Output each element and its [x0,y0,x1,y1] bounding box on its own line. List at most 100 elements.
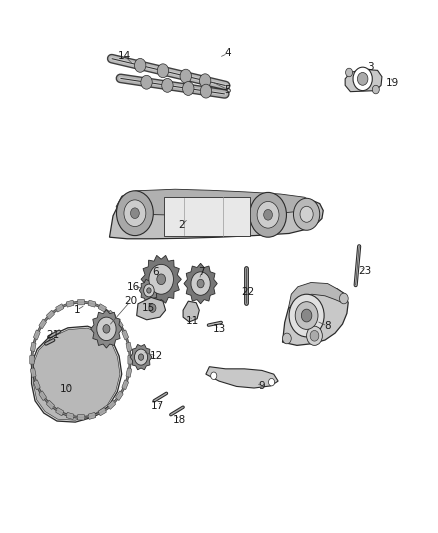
Circle shape [283,333,291,344]
Circle shape [310,330,319,341]
Circle shape [183,82,194,95]
FancyBboxPatch shape [39,319,46,329]
Circle shape [97,317,116,341]
Circle shape [141,75,152,89]
Circle shape [162,78,173,92]
Circle shape [199,74,211,87]
Circle shape [134,59,146,72]
FancyBboxPatch shape [122,330,129,340]
Text: 5: 5 [224,85,231,94]
FancyBboxPatch shape [46,400,54,409]
Polygon shape [283,287,348,345]
Circle shape [197,279,204,288]
Polygon shape [288,282,345,309]
Text: 2: 2 [178,220,185,230]
Polygon shape [345,69,382,92]
Circle shape [339,293,348,304]
Polygon shape [183,301,199,322]
Polygon shape [139,279,159,302]
FancyBboxPatch shape [99,408,106,416]
Circle shape [293,198,320,230]
Polygon shape [32,326,122,422]
FancyBboxPatch shape [88,413,96,419]
Circle shape [200,84,212,98]
Polygon shape [137,297,166,320]
FancyBboxPatch shape [66,413,74,419]
Text: 8: 8 [324,321,331,331]
Text: 13: 13 [212,325,226,334]
Text: 16: 16 [127,282,140,292]
Circle shape [289,294,324,337]
Text: 1: 1 [73,305,80,315]
FancyBboxPatch shape [33,380,40,390]
Text: 9: 9 [258,382,265,391]
Circle shape [211,372,217,379]
Circle shape [191,272,210,295]
Text: 6: 6 [152,267,159,277]
FancyBboxPatch shape [46,310,54,319]
Circle shape [300,206,313,222]
FancyBboxPatch shape [56,304,64,312]
Text: 17: 17 [151,401,164,411]
Circle shape [372,85,379,94]
Circle shape [134,349,148,365]
Text: 23: 23 [358,266,371,276]
Polygon shape [184,263,217,304]
FancyBboxPatch shape [99,304,106,312]
FancyBboxPatch shape [30,356,34,364]
FancyBboxPatch shape [30,368,36,377]
Circle shape [157,274,166,285]
FancyBboxPatch shape [30,342,36,352]
Text: 3: 3 [367,62,374,71]
FancyBboxPatch shape [88,300,96,307]
Text: 10: 10 [60,384,73,394]
Circle shape [268,378,275,386]
Circle shape [147,288,151,293]
Text: 19: 19 [385,78,399,87]
Circle shape [264,209,272,220]
Circle shape [103,325,110,333]
Bar [164,197,250,236]
Circle shape [357,72,368,85]
Polygon shape [141,255,181,303]
Text: 11: 11 [186,316,199,326]
FancyBboxPatch shape [78,415,85,420]
Text: 14: 14 [118,51,131,61]
FancyBboxPatch shape [33,330,40,340]
Text: 15: 15 [141,303,155,313]
FancyBboxPatch shape [39,391,46,400]
Polygon shape [206,367,278,388]
FancyBboxPatch shape [108,310,116,319]
Circle shape [138,354,144,360]
Circle shape [149,304,156,312]
Text: 7: 7 [198,267,205,277]
FancyBboxPatch shape [126,368,132,377]
FancyBboxPatch shape [108,400,116,409]
Text: 20: 20 [124,296,137,306]
FancyBboxPatch shape [122,380,129,390]
FancyBboxPatch shape [66,300,74,307]
Polygon shape [116,189,315,215]
Circle shape [295,302,318,329]
Polygon shape [130,344,152,370]
Circle shape [117,191,153,236]
Circle shape [250,192,286,237]
FancyBboxPatch shape [126,342,132,352]
Circle shape [301,309,312,322]
FancyBboxPatch shape [128,356,132,364]
Circle shape [144,284,154,297]
Text: 22: 22 [241,287,254,297]
Circle shape [124,200,146,227]
Circle shape [353,67,372,91]
FancyBboxPatch shape [116,319,123,329]
Circle shape [257,201,279,228]
FancyBboxPatch shape [56,408,64,416]
Text: 21: 21 [46,330,59,340]
FancyBboxPatch shape [78,300,85,305]
Circle shape [131,208,139,219]
Circle shape [346,68,353,77]
Circle shape [307,326,322,345]
Text: 18: 18 [173,415,186,425]
Circle shape [149,264,173,294]
Text: 4: 4 [224,49,231,58]
